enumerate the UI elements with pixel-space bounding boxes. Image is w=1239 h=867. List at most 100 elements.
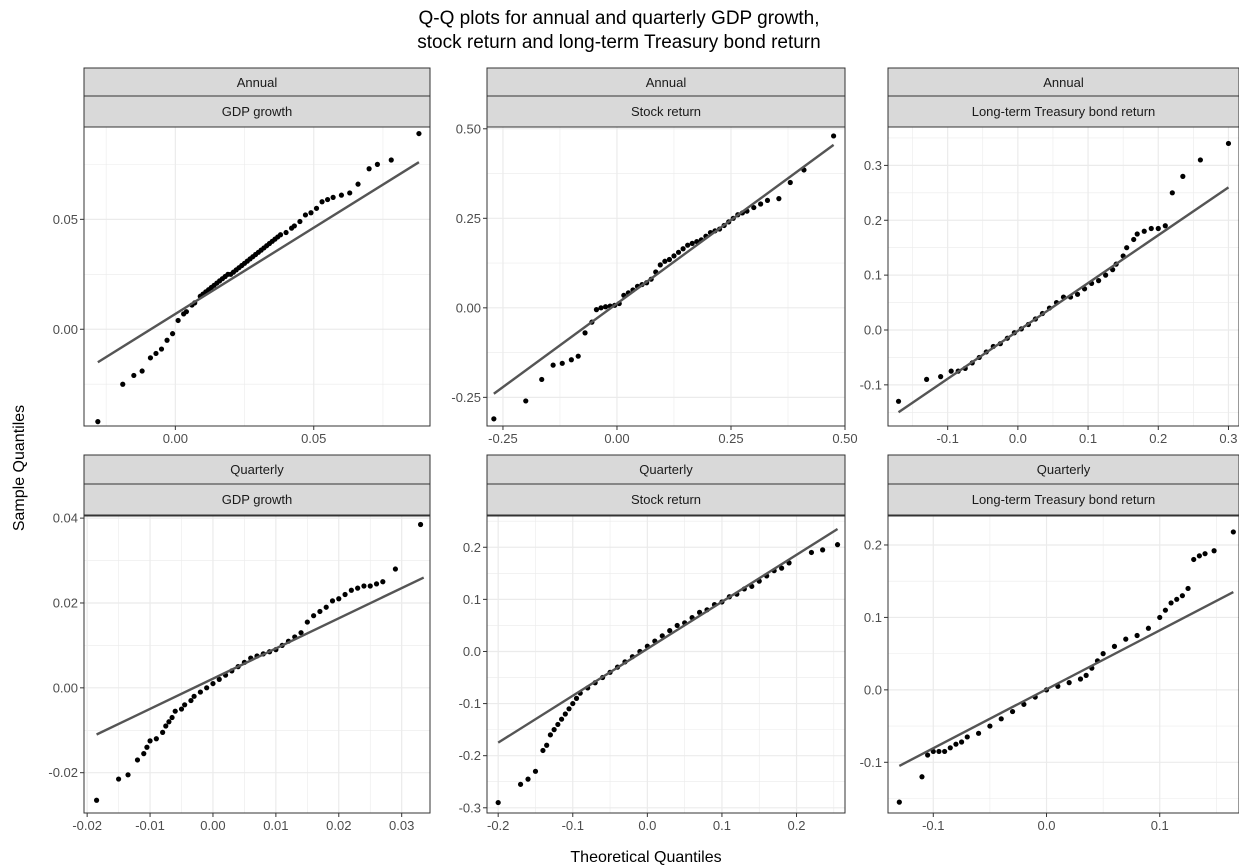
qq-point bbox=[924, 376, 930, 382]
y-tick-label: -0.1 bbox=[860, 377, 882, 392]
x-tick-label: 0.03 bbox=[389, 818, 414, 833]
qq-point bbox=[1162, 223, 1168, 229]
x-tick-label: 0.2 bbox=[787, 818, 805, 833]
panel-3: Annual Long-term Treasury bond return -0.1… bbox=[860, 67, 1239, 446]
qq-point bbox=[324, 196, 331, 203]
x-tick-label: 0.1 bbox=[713, 818, 731, 833]
y-tick-label: 0.0 bbox=[463, 644, 481, 659]
qq-point bbox=[323, 604, 329, 610]
qq-point bbox=[338, 192, 345, 198]
qq-point bbox=[374, 161, 381, 167]
y-tick-label: -0.3 bbox=[459, 800, 481, 815]
panel-2: Annual Stock return -0.25 0.00 0.25 0.50 -0.25… bbox=[451, 67, 858, 446]
strip-top-label: Quarterly bbox=[230, 462, 284, 477]
plot-background bbox=[888, 127, 1239, 426]
qq-point bbox=[329, 598, 336, 604]
qq-point bbox=[1100, 651, 1106, 657]
strip-bottom-box bbox=[486, 95, 846, 128]
qq-point bbox=[319, 199, 325, 205]
y-tick-label: 0.1 bbox=[864, 268, 882, 283]
qq-point bbox=[808, 549, 815, 556]
qq-point bbox=[355, 181, 361, 187]
qq-point bbox=[779, 565, 785, 571]
qq-point bbox=[602, 304, 609, 310]
qq-point bbox=[317, 608, 323, 615]
qq-point bbox=[169, 714, 175, 721]
qq-point bbox=[308, 210, 314, 216]
y-tick-label: 0.2 bbox=[864, 537, 882, 552]
qq-point bbox=[593, 307, 600, 313]
qq-point bbox=[197, 689, 203, 695]
strip-top-label: Quarterly bbox=[1037, 462, 1091, 477]
qq-point bbox=[555, 721, 561, 728]
x-tick-label: 0.25 bbox=[718, 431, 743, 446]
qq-point bbox=[172, 708, 178, 714]
qq-point bbox=[491, 416, 497, 422]
x-tick-label: 0.50 bbox=[832, 431, 857, 446]
qq-point bbox=[392, 566, 398, 572]
strip-top-label: Annual bbox=[646, 75, 687, 90]
qq-point bbox=[998, 716, 1004, 722]
qq-point bbox=[380, 579, 386, 585]
qq-point bbox=[1179, 593, 1185, 599]
qq-reference-line bbox=[493, 143, 835, 395]
qq-point bbox=[517, 781, 524, 787]
x-tick-label: 0.1 bbox=[1151, 818, 1169, 833]
x-tick-label: 0.0 bbox=[1037, 818, 1055, 833]
plot-background bbox=[487, 127, 845, 426]
x-tick-label: 0.02 bbox=[326, 818, 351, 833]
plot-background bbox=[487, 516, 845, 813]
qq-point bbox=[1148, 225, 1154, 232]
qq-point bbox=[1168, 600, 1174, 606]
qq-point bbox=[666, 256, 673, 263]
qq-point bbox=[964, 734, 970, 740]
plot-background bbox=[84, 516, 430, 813]
strip-bottom-label: GDP growth bbox=[222, 104, 293, 119]
qq-point bbox=[1123, 636, 1129, 642]
qq-point bbox=[183, 309, 190, 315]
x-tick-label: -0.1 bbox=[562, 818, 584, 833]
x-tick-label: 0.01 bbox=[263, 818, 288, 833]
qq-point bbox=[141, 751, 147, 757]
y-tick-label: -0.2 bbox=[459, 748, 481, 763]
qq-point bbox=[525, 776, 531, 782]
x-tick-label: -0.02 bbox=[72, 818, 102, 833]
panel-border bbox=[887, 126, 1239, 427]
strip-top-box bbox=[486, 67, 846, 98]
y-tick-label: 0.2 bbox=[864, 213, 882, 228]
qq-point bbox=[1141, 228, 1147, 234]
qq-point bbox=[987, 723, 993, 729]
strip-top-box bbox=[486, 454, 846, 485]
y-axis-title: Sample Quantiles bbox=[11, 405, 28, 531]
qq-point bbox=[416, 130, 422, 137]
x-axis-title: Theoretical Quantiles bbox=[570, 849, 721, 866]
y-tick-label: 0.04 bbox=[53, 511, 78, 526]
qq-point bbox=[169, 331, 176, 337]
qq-point bbox=[147, 738, 153, 744]
y-tick-label: 0.1 bbox=[463, 592, 481, 607]
qq-point bbox=[558, 716, 565, 722]
qq-point bbox=[568, 357, 574, 363]
qq-point bbox=[575, 353, 581, 359]
qq-point bbox=[751, 204, 757, 211]
panel-1: Annual GDP growth 0.00 0.05 0.00 0.05 bbox=[53, 67, 431, 446]
qq-point bbox=[1066, 680, 1072, 686]
qq-point bbox=[388, 157, 394, 163]
strip-top-box bbox=[887, 454, 1239, 485]
qq-point bbox=[598, 305, 604, 311]
qq-reference-line bbox=[898, 590, 1234, 767]
qq-point bbox=[153, 350, 159, 357]
qq-point bbox=[291, 223, 297, 229]
qq-point bbox=[1197, 157, 1203, 163]
qq-point bbox=[297, 218, 303, 225]
qq-point bbox=[1111, 643, 1118, 649]
x-tick-label: 0.05 bbox=[301, 431, 326, 446]
qq-point bbox=[776, 196, 782, 202]
y-tick-label: -0.25 bbox=[451, 390, 481, 405]
qq-point bbox=[348, 587, 354, 593]
qq-point bbox=[787, 179, 793, 186]
qq-point bbox=[1134, 632, 1140, 639]
qq-point bbox=[662, 258, 668, 264]
panel-border bbox=[486, 126, 846, 427]
